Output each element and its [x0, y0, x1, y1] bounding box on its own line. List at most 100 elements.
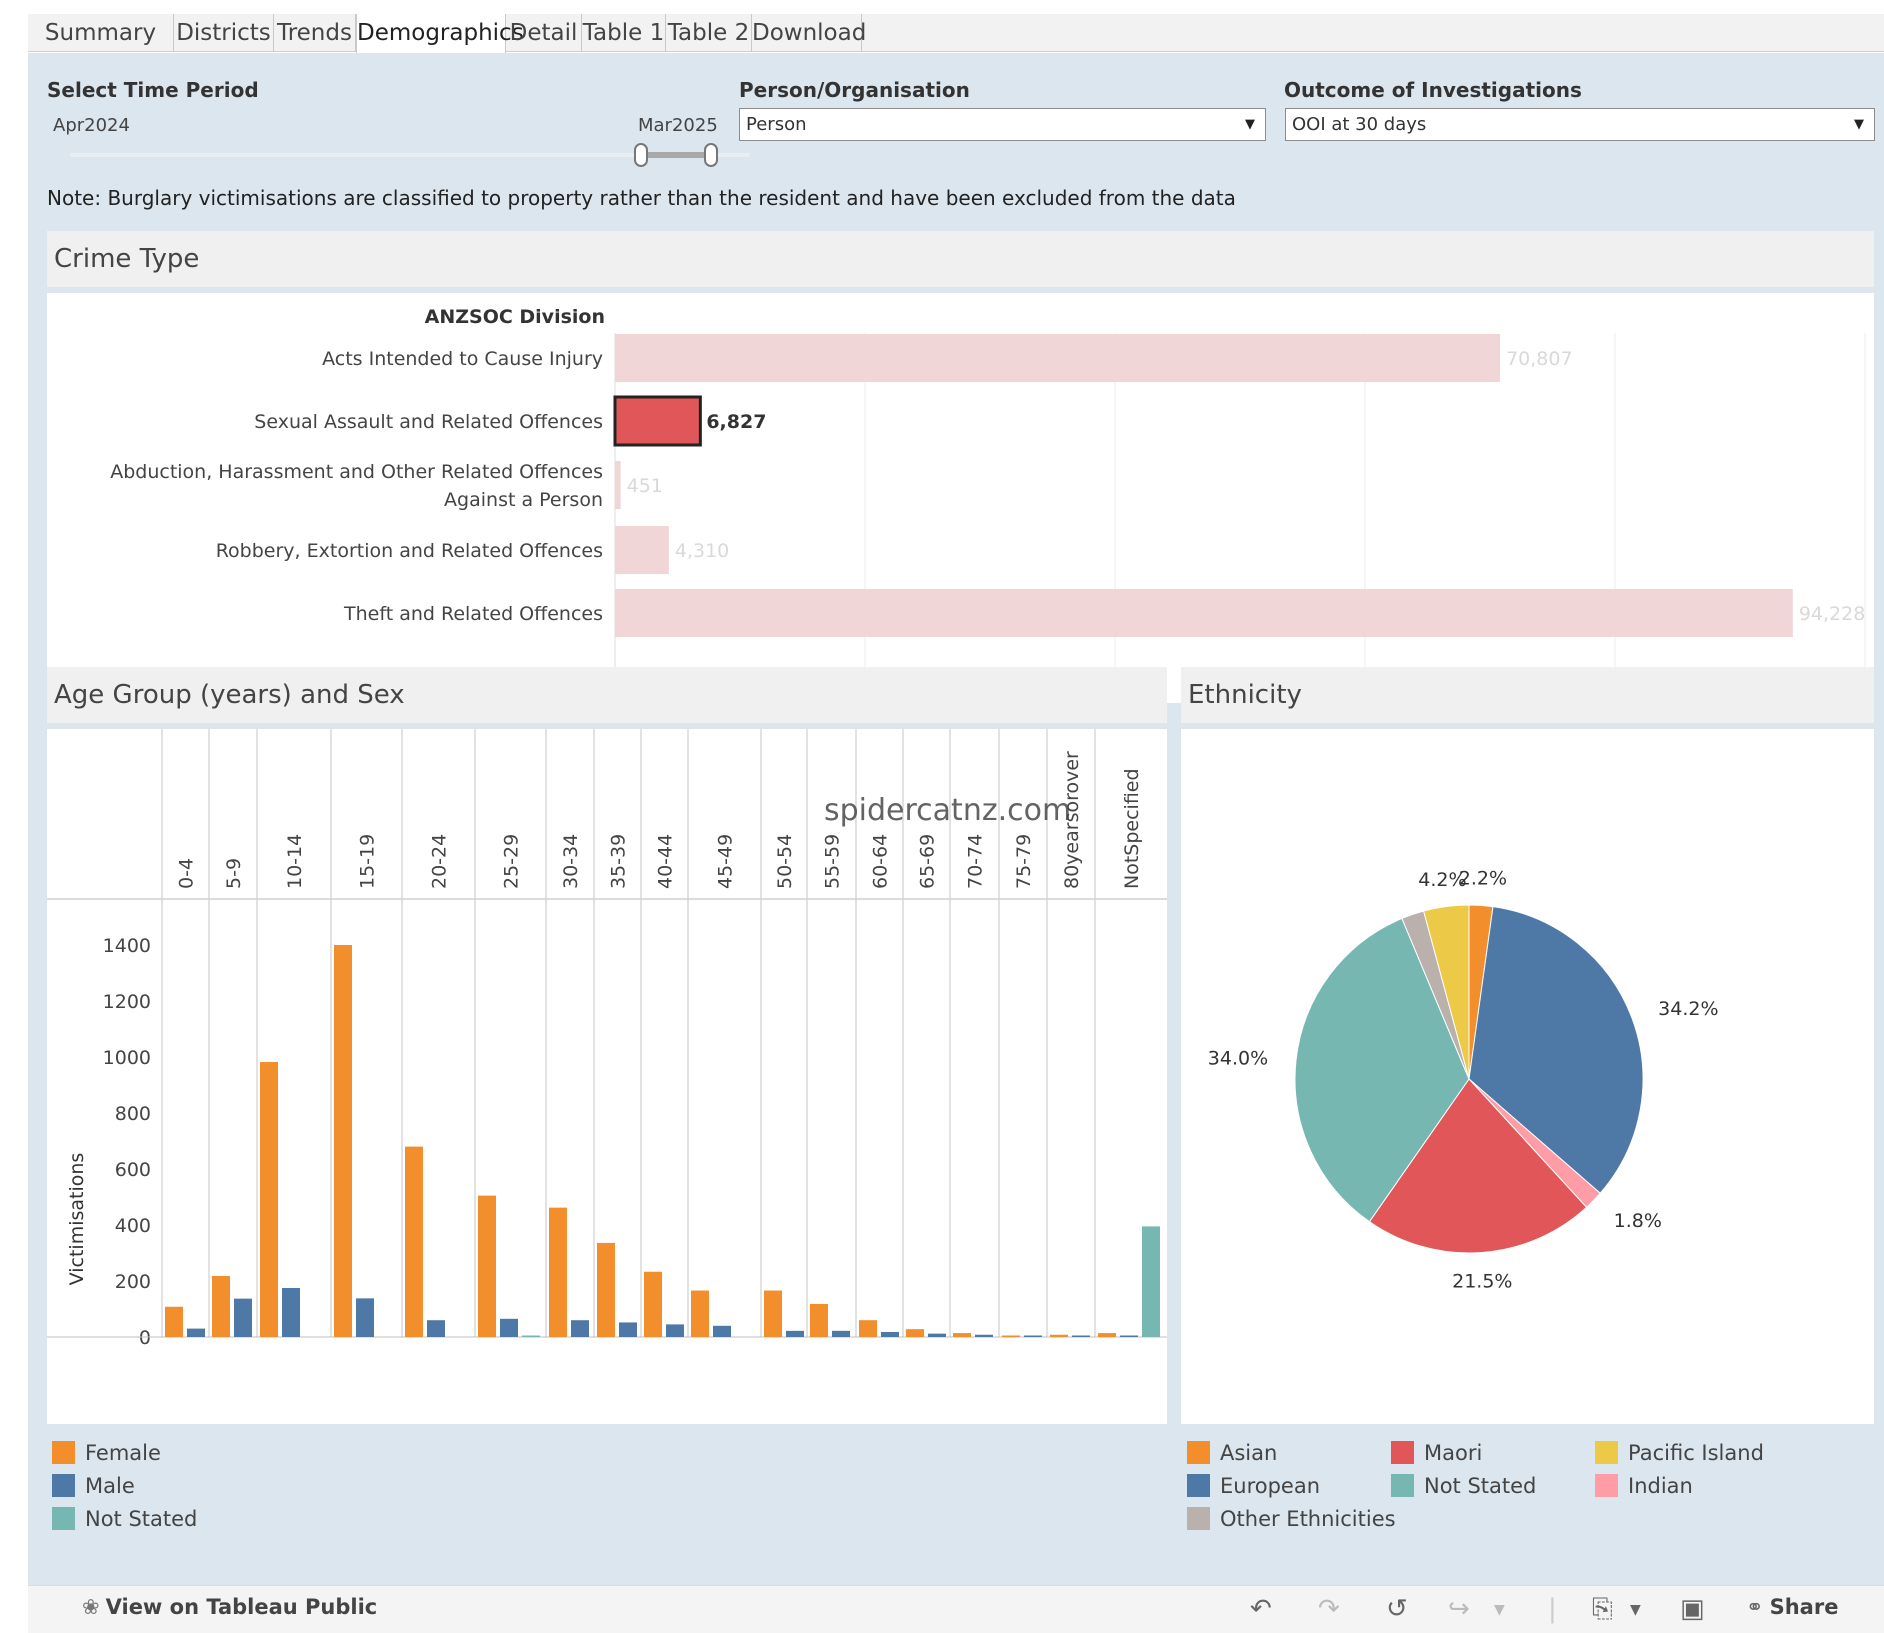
age-bar-male[interactable] [928, 1333, 946, 1337]
share-button[interactable]: ⚭ Share [1746, 1595, 1838, 1619]
refresh-icon[interactable]: ↪ [1448, 1594, 1470, 1624]
legend-label: European [1220, 1474, 1321, 1498]
y-tick-label: 1200 [103, 991, 151, 1013]
age-bar-male[interactable] [1024, 1335, 1042, 1338]
outcome-dropdown[interactable]: OOI at 30 days ▼ [1285, 108, 1875, 141]
person-org-dropdown[interactable]: Person ▼ [739, 108, 1266, 141]
age-group-label: 35-39 [608, 834, 630, 889]
age-bar-female[interactable] [405, 1146, 423, 1337]
age-bar-male[interactable] [282, 1288, 300, 1337]
time-period-slider-range [639, 152, 714, 158]
age-bar-female[interactable] [953, 1333, 971, 1337]
legend-item[interactable]: Not Stated [1391, 1474, 1536, 1498]
age-bar-female[interactable] [597, 1242, 615, 1337]
legend-item[interactable]: Pacific Island [1595, 1441, 1764, 1465]
crime-type-bar-chart: ANZSOC Division Acts Intended to Cause In… [110, 306, 1866, 703]
fullscreen-icon[interactable]: ▣ [1680, 1594, 1705, 1624]
age-bar-male[interactable] [786, 1330, 804, 1337]
age-bar-female[interactable] [764, 1290, 782, 1337]
age-bar-male[interactable] [356, 1298, 374, 1337]
y-tick-label: 1000 [103, 1047, 151, 1069]
age-bar-male[interactable] [1120, 1335, 1138, 1338]
tab-districts[interactable]: Districts [174, 14, 274, 52]
age-bar-female[interactable] [691, 1290, 709, 1337]
age-bar-female[interactable] [906, 1329, 924, 1337]
y-tick-label: 200 [115, 1271, 151, 1293]
age-bar-male[interactable] [666, 1324, 684, 1337]
tab-trends[interactable]: Trends [274, 14, 356, 52]
age-bar-male[interactable] [187, 1328, 205, 1337]
tab-download[interactable]: Download [752, 14, 866, 52]
undo-icon[interactable]: ↶ [1250, 1594, 1272, 1624]
anzsoc-header: ANZSOC Division [425, 306, 605, 328]
pie-slice-not-stated[interactable] [1294, 917, 1470, 1223]
tab-table-1[interactable]: Table 1 [582, 14, 666, 52]
age-bar-male[interactable] [1072, 1335, 1090, 1338]
crime-bar[interactable] [615, 589, 1793, 637]
age-bar-female[interactable] [334, 945, 352, 1337]
legend-item[interactable]: Other Ethnicities [1187, 1507, 1396, 1531]
legend-label: Indian [1628, 1474, 1693, 1498]
age-bar-male[interactable] [234, 1298, 252, 1337]
age-bar-male[interactable] [713, 1325, 731, 1337]
legend-item[interactable]: Not Stated [52, 1507, 197, 1531]
age-bar-male[interactable] [500, 1318, 518, 1337]
legend-item[interactable]: European [1187, 1474, 1320, 1498]
tab-table-2[interactable]: Table 2 [666, 14, 752, 52]
crime-bar[interactable] [615, 334, 1501, 382]
slider-end-handle[interactable] [704, 143, 718, 167]
legend-swatch [52, 1441, 75, 1464]
legend-item[interactable]: Indian [1595, 1474, 1693, 1498]
pie-slice-european[interactable] [1468, 906, 1644, 1194]
age-bar-female[interactable] [644, 1271, 662, 1337]
age-bar-female[interactable] [810, 1303, 828, 1337]
age-group-label: 80yearsorover [1061, 751, 1083, 889]
age-bar-male[interactable] [975, 1334, 993, 1337]
tab-detail[interactable]: Detail [506, 14, 582, 52]
tab-demographics[interactable]: Demographics [356, 14, 524, 53]
legend-item[interactable]: Maori [1391, 1441, 1482, 1465]
legend-item[interactable]: Female [52, 1441, 161, 1465]
crime-bar[interactable] [615, 526, 669, 574]
age-bar-male[interactable] [881, 1331, 899, 1337]
crime-value-label: 94,228 [1799, 603, 1865, 625]
chevron-down-icon[interactable]: ▼ [1630, 1602, 1641, 1618]
slider-start-handle[interactable] [634, 143, 648, 167]
age-bar-female[interactable] [859, 1320, 877, 1337]
age-bar-female[interactable] [1098, 1333, 1116, 1337]
legend-item[interactable]: Asian [1187, 1441, 1277, 1465]
legend-item[interactable]: Male [52, 1474, 135, 1498]
tab-summary[interactable]: Summary [28, 14, 174, 52]
revert-icon[interactable]: ↺ [1386, 1594, 1408, 1624]
age-group-label: 55-59 [822, 834, 844, 889]
age-bar-female[interactable] [1050, 1334, 1068, 1337]
legend-label: Other Ethnicities [1220, 1507, 1396, 1531]
crime-value-label: 6,827 [706, 411, 766, 433]
download-icon[interactable]: ⎘ [1592, 1594, 1613, 1624]
age-bar-female[interactable] [549, 1207, 567, 1337]
pie-slice-maori[interactable] [1368, 1078, 1588, 1254]
age-bar-not-stated[interactable] [1142, 1226, 1160, 1337]
age-bar-male[interactable] [832, 1330, 850, 1337]
age-bar-female[interactable] [212, 1275, 230, 1337]
redo-icon[interactable]: ↷ [1318, 1594, 1340, 1624]
tableau-toolbar: ❀ View on Tableau Public ↶ ↷ ↺ ↪ ▼ | ⎘ ▼ … [28, 1585, 1884, 1633]
age-bar-female[interactable] [165, 1306, 183, 1337]
view-on-tableau-link[interactable]: ❀ View on Tableau Public [82, 1595, 377, 1619]
age-bar-not-stated[interactable] [522, 1335, 540, 1338]
chevron-down-icon[interactable]: ▼ [1494, 1602, 1505, 1618]
crime-bar[interactable] [613, 395, 702, 447]
pie-slice-pacific-island[interactable] [1423, 904, 1470, 1080]
legend-swatch [52, 1474, 75, 1497]
age-bar-female[interactable] [1002, 1335, 1020, 1338]
time-period-slider[interactable] [70, 153, 750, 157]
legend-label: Pacific Island [1628, 1441, 1764, 1465]
crime-bar[interactable] [615, 461, 621, 509]
dashboard-tab-bar: Summary Districts Trends Demographics De… [28, 14, 1884, 53]
age-bar-male[interactable] [571, 1320, 589, 1337]
age-bar-female[interactable] [260, 1062, 278, 1337]
age-bar-male[interactable] [619, 1322, 637, 1337]
age-bar-male[interactable] [427, 1320, 445, 1337]
crime-category-label: Against a Person [444, 489, 603, 511]
age-bar-female[interactable] [478, 1195, 496, 1337]
